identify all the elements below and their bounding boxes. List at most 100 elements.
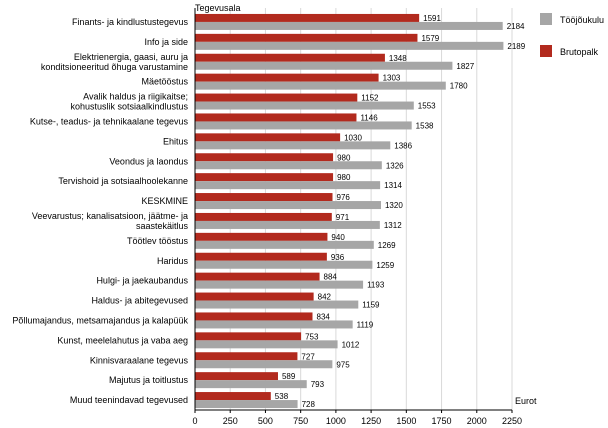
x-tick-label: 500: [258, 416, 273, 426]
category-label: Ehitus: [163, 136, 189, 146]
category-label: Hulgi- ja jaekaubandus: [96, 276, 188, 286]
value-label-toojoukulu: 1314: [384, 181, 402, 190]
legend-label: Brutopalk: [560, 47, 599, 57]
value-label-brutopalk: 884: [324, 273, 338, 282]
bar-brutopalk: [195, 53, 385, 62]
value-label-toojoukulu: 975: [336, 360, 350, 369]
value-label-brutopalk: 936: [331, 253, 345, 262]
bar-toojoukulu: [195, 101, 414, 110]
bar-brutopalk: [195, 193, 333, 202]
bar-brutopalk: [195, 33, 418, 42]
bar-toojoukulu: [195, 61, 453, 70]
bar-toojoukulu: [195, 41, 504, 50]
bar-toojoukulu: [195, 260, 373, 269]
category-label: Mäetööstus: [141, 77, 188, 87]
bar-toojoukulu: [195, 220, 380, 229]
legend-label: Tööjõukulu: [560, 15, 604, 25]
value-label-brutopalk: 1348: [389, 54, 407, 63]
value-label-toojoukulu: 1259: [376, 261, 394, 270]
category-label: Haridus: [157, 256, 189, 266]
bar-toojoukulu: [195, 360, 333, 369]
value-label-brutopalk: 1303: [383, 74, 401, 83]
category-label: Kinnisvaraalane tegevus: [90, 355, 189, 365]
category-label: KESKMINE: [141, 196, 188, 206]
x-tick-label: 250: [223, 416, 238, 426]
bar-brutopalk: [195, 13, 420, 22]
category-label: Kutse-, teadus- ja tehnikaalane tegevus: [30, 116, 189, 126]
value-label-toojoukulu: 1553: [418, 102, 436, 111]
y-axis-title: Tegevusala: [195, 3, 241, 13]
value-label-toojoukulu: 1538: [416, 121, 434, 130]
bar-brutopalk: [195, 312, 313, 321]
bar-toojoukulu: [195, 161, 382, 170]
category-label: Haldus- ja abitegevused: [91, 296, 188, 306]
x-tick-label: 1000: [326, 416, 346, 426]
bar-brutopalk: [195, 232, 328, 241]
category-label: Töötlev tööstus: [127, 236, 189, 246]
bar-brutopalk: [195, 292, 314, 301]
bars: [195, 13, 504, 409]
x-tick-label: 2250: [502, 416, 522, 426]
bar-toojoukulu: [195, 181, 381, 190]
category-label: Põllumajandus, metsamajandus ja kalapüük: [12, 315, 188, 325]
value-label-brutopalk: 1152: [361, 94, 379, 103]
category-label: Tervishoid ja sotsiaalhoolekanne: [58, 176, 188, 186]
value-label-toojoukulu: 1780: [450, 82, 468, 91]
bar-brutopalk: [195, 212, 332, 221]
value-label-brutopalk: 727: [301, 352, 315, 361]
bar-toojoukulu: [195, 340, 338, 349]
value-label-brutopalk: 1030: [344, 133, 362, 142]
value-label-toojoukulu: 1827: [456, 62, 474, 71]
value-label-toojoukulu: 1386: [394, 141, 412, 150]
value-label-toojoukulu: 1312: [384, 221, 402, 230]
value-label-brutopalk: 589: [282, 372, 296, 381]
bar-toojoukulu: [195, 380, 307, 389]
category-label: Muud teenindavad tegevused: [70, 395, 188, 405]
legend-swatch: [540, 13, 552, 25]
bar-brutopalk: [195, 272, 320, 281]
bar-toojoukulu: [195, 280, 364, 289]
bar-brutopalk: [195, 73, 379, 82]
bar-toojoukulu: [195, 121, 412, 130]
bar-toojoukulu: [195, 240, 374, 249]
category-label: Elektrienergia, gaasi, auru ja konditsion…: [41, 52, 188, 72]
value-label-brutopalk: 842: [318, 293, 332, 302]
value-label-toojoukulu: 1269: [378, 241, 396, 250]
category-label: Avalik haldus ja riigikaitse; kohustuslik…: [70, 92, 188, 112]
x-tick-label: 750: [293, 416, 308, 426]
bar-brutopalk: [195, 252, 327, 261]
category-label: Kunst, meelelahutus ja vaba aeg: [57, 335, 188, 345]
value-label-toojoukulu: 1119: [357, 320, 374, 329]
bar-toojoukulu: [195, 300, 359, 309]
value-label-brutopalk: 976: [337, 193, 351, 202]
value-label-brutopalk: 1591: [423, 14, 441, 23]
value-label-brutopalk: 834: [317, 312, 331, 321]
value-label-brutopalk: 980: [337, 153, 351, 162]
category-label: Info ja side: [144, 37, 188, 47]
value-label-toojoukulu: 1193: [367, 281, 385, 290]
bar-toojoukulu: [195, 81, 446, 90]
bar-brutopalk: [195, 372, 278, 381]
bar-brutopalk: [195, 133, 341, 142]
bar-brutopalk: [195, 173, 334, 182]
category-label: Veondus ja laondus: [109, 156, 188, 166]
bar-toojoukulu: [195, 400, 298, 409]
value-label-brutopalk: 980: [337, 173, 351, 182]
bar-toojoukulu: [195, 141, 391, 150]
legend: Tööjõukulu Brutopalk: [540, 13, 604, 57]
category-label: Veevarustus; kanalisatsioon, jäätme- ja s…: [32, 211, 189, 231]
x-tick-labels: 0 250 500 750 1000 1250 1500 1750 2000 2250: [192, 416, 522, 426]
x-tick-label: 1750: [432, 416, 452, 426]
value-label-toojoukulu: 1326: [386, 161, 404, 170]
value-label-toojoukulu: 728: [302, 400, 316, 409]
bar-toojoukulu: [195, 201, 381, 210]
value-label-brutopalk: 538: [275, 392, 289, 401]
x-tick-label: 0: [192, 416, 197, 426]
x-tick-label: 1250: [361, 416, 381, 426]
bar-brutopalk: [195, 352, 298, 361]
value-label-toojoukulu: 2189: [507, 42, 525, 51]
value-label-toojoukulu: 793: [311, 380, 325, 389]
value-label-toojoukulu: 1159: [362, 301, 380, 310]
bar-brutopalk: [195, 392, 271, 401]
x-axis-title: Eurot: [515, 396, 537, 406]
